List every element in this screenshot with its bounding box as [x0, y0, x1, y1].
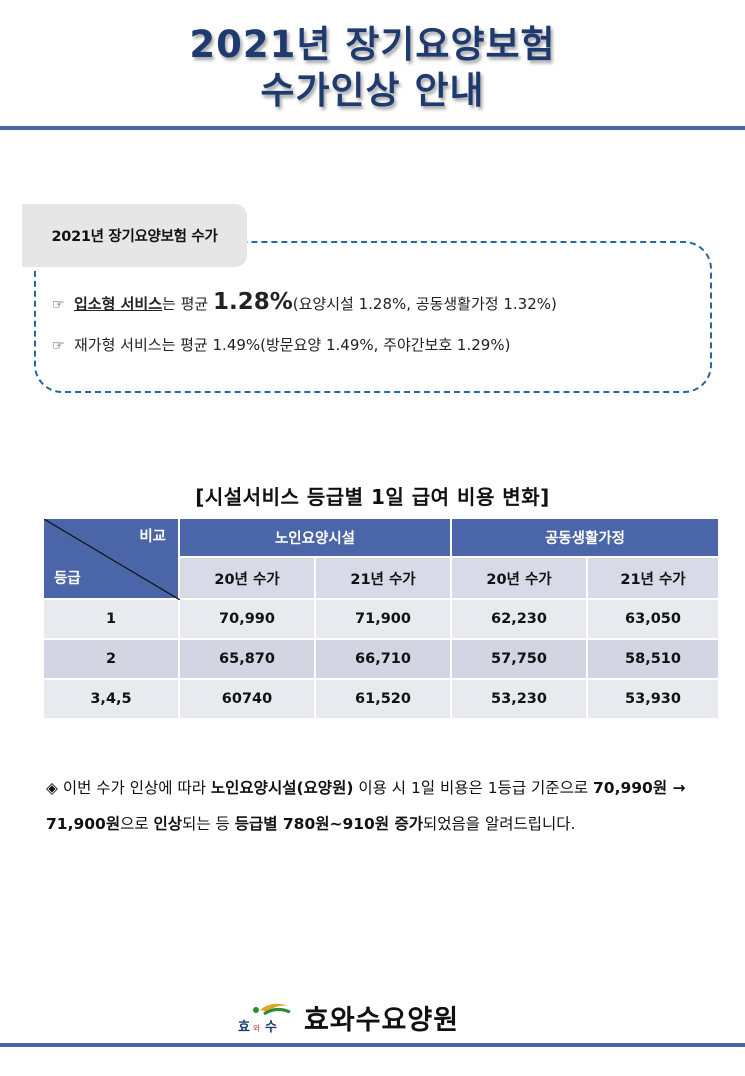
subheader: 21년 수가: [586, 556, 720, 600]
svg-text:효: 효: [238, 1020, 250, 1035]
organization-name: 효와수요양원: [304, 1005, 460, 1036]
bottom-rule: [0, 1043, 745, 1047]
notice-increase: 인상: [153, 815, 183, 833]
svg-text:와: 와: [253, 1023, 261, 1033]
corner-compare-label: 비교: [139, 529, 166, 545]
notice-price-change: 70,990원 → 71,900원: [46, 779, 686, 833]
table-row: 1 70,990 71,900 62,230 63,050: [42, 598, 720, 640]
organization-logo-icon: 효 와 수: [236, 1000, 294, 1036]
notice-paragraph: ◈ 이번 수가 인상에 따라 노인요양시설(요양원) 이용 시 1일 비용은 1…: [46, 770, 706, 842]
notice-text: 으로: [120, 815, 154, 833]
table-row: 3,4,5 60740 61,520 53,230 53,930: [42, 678, 720, 720]
fee-cell: 58,510: [586, 638, 720, 680]
grade-cell: 1: [42, 598, 180, 640]
fee-cell: 53,230: [450, 678, 588, 720]
fee-cell: 53,930: [586, 678, 720, 720]
notice-grade-increase: 등급별 780원~910원 증가: [234, 815, 424, 833]
grade-cell: 2: [42, 638, 180, 680]
notice-text: 되었음을 알려드립니다.: [423, 815, 576, 833]
fee-cell: 70,990: [178, 598, 316, 640]
fee-cell: 60740: [178, 678, 316, 720]
notice-text: 이용 시 1일 비용은 1등급 기준으로: [353, 779, 594, 797]
summary-line-residential: ☞ 입소형 서비스는 평균 1.28%(요양시설 1.28%, 공동생활가정 1.…: [52, 289, 557, 315]
residential-rate: 1.28%: [212, 289, 293, 315]
residential-detail: (요양시설 1.28%, 공동생활가정 1.32%): [292, 295, 557, 313]
fee-table: 비교 등급 노인요양시설 공동생활가정 20년 수가 21년 수가 20년 수가…: [42, 517, 720, 720]
title-line-1: 2021년 장기요양보험: [189, 23, 556, 66]
residential-service-label: 입소형 서비스: [74, 295, 163, 313]
title-line-2: 수가인상 안내: [260, 69, 485, 112]
residential-mid-text: 는 평균: [162, 295, 213, 313]
fee-cell: 66,710: [314, 638, 452, 680]
home-service-text: 재가형 서비스는 평균 1.49%(방문요양 1.49%, 주야간보호 1.29…: [74, 336, 511, 354]
corner-grade-label: 등급: [54, 571, 81, 587]
fee-cell: 71,900: [314, 598, 452, 640]
subheader: 21년 수가: [314, 556, 452, 600]
page-title: 2021년 장기요양보험 수가인상 안내: [0, 22, 745, 114]
diagonal-divider: [44, 519, 180, 600]
notice-text: ◈ 이번 수가 인상에 따라: [46, 779, 211, 797]
footer-logo: 효 와 수 효와수요양원: [236, 998, 459, 1037]
summary-box: [34, 241, 712, 393]
subheader: 20년 수가: [450, 556, 588, 600]
table-corner-header: 비교 등급: [42, 517, 180, 600]
subheader: 20년 수가: [178, 556, 316, 600]
table-row: 2 65,870 66,710 57,750 58,510: [42, 638, 720, 680]
top-rule: [0, 126, 745, 130]
pointing-hand-icon: ☞: [52, 338, 65, 354]
notice-text: 되는 등: [182, 815, 235, 833]
fee-cell: 57,750: [450, 638, 588, 680]
fee-cell: 61,520: [314, 678, 452, 720]
fee-cell: 63,050: [586, 598, 720, 640]
grade-cell: 3,4,5: [42, 678, 180, 720]
group-header-group-home: 공동생활가정: [450, 517, 720, 558]
table-title: [시설서비스 등급별 1일 급여 비용 변화]: [195, 485, 550, 509]
pointing-hand-icon: ☞: [52, 297, 65, 313]
notice-facility: 노인요양시설(요양원): [210, 779, 354, 797]
fee-cell: 65,870: [178, 638, 316, 680]
summary-tab-label: 2021년 장기요양보험 수가: [22, 204, 247, 267]
svg-text:수: 수: [265, 1020, 277, 1035]
fee-cell: 62,230: [450, 598, 588, 640]
summary-line-home: ☞ 재가형 서비스는 평균 1.49%(방문요양 1.49%, 주야간보호 1.2…: [52, 334, 510, 355]
group-header-nursing-facility: 노인요양시설: [178, 517, 452, 558]
